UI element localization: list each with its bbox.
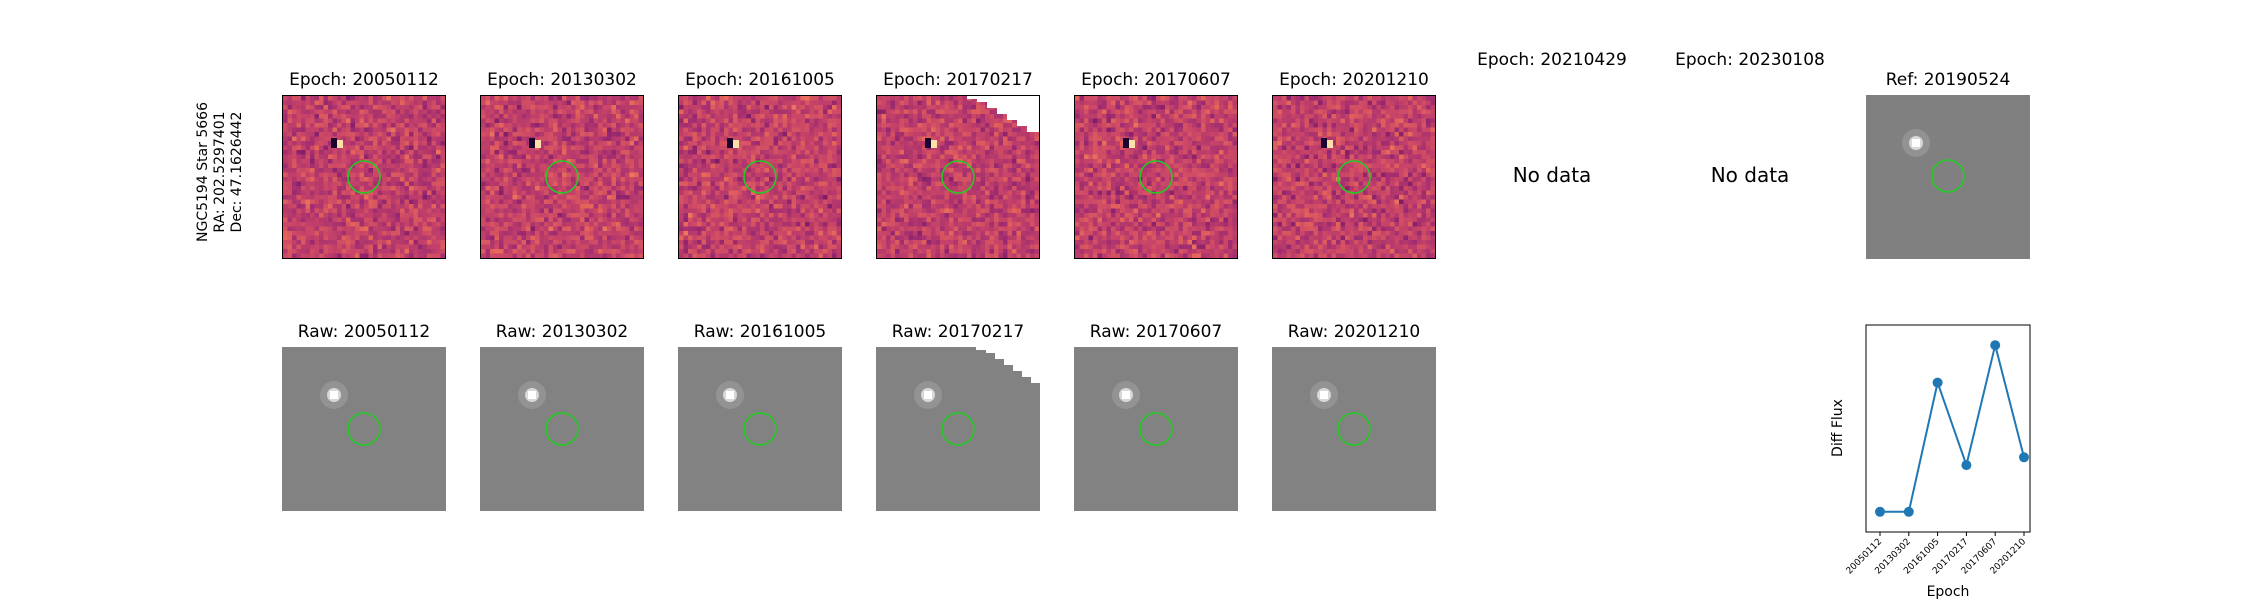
target-ra: RA: 202.5297401 [212,111,228,233]
data-point-20170217 [1961,460,1972,471]
dipole-residual [331,138,343,148]
raw-title-3: Raw: 20170217 [891,322,1025,342]
aperture-circle [1337,412,1371,446]
no-data-6: No data [1512,163,1592,187]
data-point-20050112 [1875,506,1885,517]
diff-title-7: Epoch: 20230108 [1675,50,1825,70]
lightcurve-chart: 2005011220130302201610052017021720170607… [1830,324,2031,600]
raw-title-1: Raw: 20130302 [495,322,629,342]
reference-image [1866,95,2030,259]
raw-image-5 [1272,347,1436,511]
raw-image-1 [480,347,644,511]
bright-star [1122,391,1130,399]
diff-title-5: Epoch: 20201210 [1279,70,1429,90]
diff-image-3 [876,95,1040,259]
data-point-20201210 [2019,452,2029,463]
aperture-circle [347,160,381,194]
diff-title-3: Epoch: 20170217 [883,70,1033,90]
raw-image-4 [1074,347,1238,511]
bright-star [330,391,338,399]
diff-pixels [877,96,1039,258]
target-info-label: NGC5194 Star 5666 RA: 202.5297401 Dec: 4… [195,87,249,257]
diff-image-2 [678,95,842,259]
dipole-residual [925,138,937,148]
diff-title-4: Epoch: 20170607 [1081,70,1231,90]
aperture-circle [1931,159,1965,193]
diff-pixels [283,96,445,258]
no-data-7: No data [1710,163,1790,187]
diff-title-0: Epoch: 20050112 [289,70,439,90]
aperture-circle [743,412,777,446]
bright-star [726,391,734,399]
diff-pixels [1273,96,1435,258]
data-point-20161005 [1932,377,1943,388]
diff-pixels [679,96,841,258]
raw-title-5: Raw: 20201210 [1287,322,1421,342]
aperture-circle [347,412,381,446]
aperture-circle [545,412,579,446]
clipped-area [967,96,1039,132]
aperture-circle [545,160,579,194]
diff-image-0 [282,95,446,259]
raw-title-0: Raw: 20050112 [297,322,431,342]
data-point-20130302 [1903,506,1914,517]
raw-title-4: Raw: 20170607 [1089,322,1223,342]
data-point-20170607 [1990,340,2001,351]
aperture-circle [941,160,975,194]
bright-star [1320,391,1328,399]
raw-title-2: Raw: 20161005 [693,322,827,342]
clipped-area [976,347,1040,383]
diff-pixels [1075,96,1237,258]
dipole-residual [1123,138,1135,148]
diff-title-1: Epoch: 20130302 [487,70,637,90]
target-name: NGC5194 Star 5666 [195,102,211,242]
diff-image-1 [480,95,644,259]
diff-pixels [481,96,643,258]
diff-title-6: Epoch: 20210429 [1477,50,1627,70]
dipole-residual [529,138,541,148]
series-line [1880,344,2025,513]
bright-star [924,391,932,399]
dipole-residual [1321,138,1333,148]
diff-title-2: Epoch: 20161005 [685,70,835,90]
aperture-circle [1139,412,1173,446]
raw-image-2 [678,347,842,511]
x-axis-label: Epoch [1927,584,1970,600]
aperture-circle [1337,160,1371,194]
target-dec: Dec: 47.1626442 [229,111,245,233]
raw-image-0 [282,347,446,511]
diff-image-5 [1272,95,1436,259]
aperture-circle [941,412,975,446]
aperture-circle [1139,160,1173,194]
dipole-residual [727,138,739,148]
plot-frame [1865,324,2031,533]
diff-image-4 [1074,95,1238,259]
bright-star [528,391,536,399]
bright-star [1912,139,1920,147]
ref-title: Ref: 20190524 [1885,70,2011,90]
aperture-circle [743,160,777,194]
y-axis-label: Diff Flux [1830,399,1846,457]
raw-image-3 [876,347,1040,511]
